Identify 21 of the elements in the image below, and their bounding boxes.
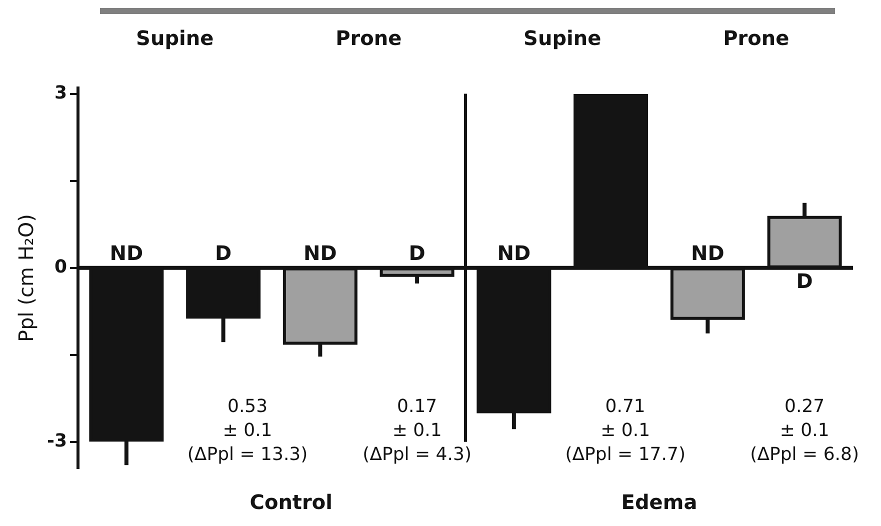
text: Supine (136, 26, 214, 50)
x-tick-label: D (215, 241, 232, 266)
x-tick-label: ND (497, 241, 531, 266)
text: Edema (621, 490, 698, 514)
annotation: 0.17 ± 0.1 (ΔPpl = 4.3) (362, 396, 472, 465)
text: Control (250, 490, 332, 514)
x-tick-label: ND (691, 241, 724, 266)
text: Prone (723, 26, 790, 50)
annotation: 0.53 ± 0.1 (ΔPpl = 13.3) (187, 396, 308, 465)
y-tick-label: -3 (46, 430, 67, 452)
x-tick-label: D (796, 269, 813, 294)
x-tick-label: ND (110, 241, 144, 266)
y-axis-title: Ppl (cm H₂O) (14, 214, 38, 342)
text: Prone (336, 26, 402, 50)
annotation: 0.27 ± 0.1 (ΔPpl = 6.8) (750, 396, 859, 465)
x-tick-label: ND (304, 241, 337, 266)
text: Supine (524, 26, 602, 50)
y-tick-label: 3 (54, 82, 67, 104)
x-tick-label: D (408, 241, 426, 266)
annotation: 0.71 ± 0.1 (ΔPpl = 17.7) (565, 396, 686, 465)
y-tick-label: 0 (54, 256, 67, 278)
